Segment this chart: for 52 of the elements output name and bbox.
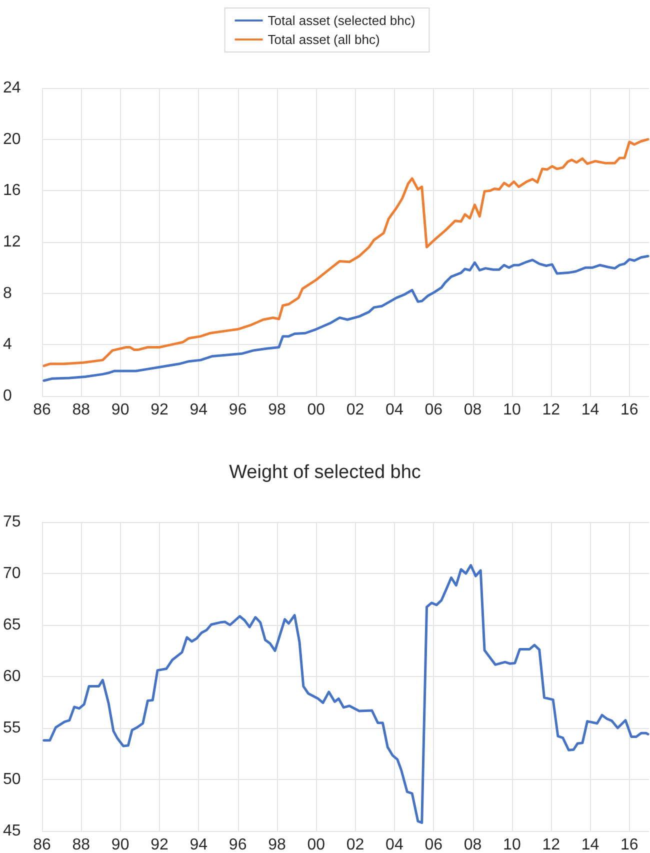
x-tick-label: 86 — [33, 402, 51, 418]
x-tick-label: 96 — [228, 402, 247, 418]
y-tick-label: 45 — [3, 822, 21, 840]
x-tick-label: 98 — [268, 836, 286, 853]
y-tick-label: 16 — [3, 182, 21, 200]
line-series — [42, 254, 650, 382]
legend-label: Total asset (all bhc) — [268, 32, 380, 47]
x-tick-label: 08 — [464, 402, 482, 418]
y-tick-label: 12 — [3, 234, 21, 250]
y-tick-label: 4 — [3, 336, 12, 354]
y-tick-label: 0 — [3, 388, 12, 404]
y-tick-label: 60 — [3, 668, 21, 685]
y-tick-label: 24 — [3, 80, 21, 96]
x-tick-label: 04 — [386, 836, 404, 853]
legend-label: Total asset (selected bhc) — [268, 13, 416, 28]
x-tick-label: 02 — [346, 836, 364, 853]
x-tick-label: 88 — [72, 836, 90, 853]
x-tick-label: 14 — [581, 402, 600, 418]
y-tick-label: 20 — [3, 130, 21, 148]
line-series — [42, 138, 650, 368]
x-tick-label: 12 — [542, 402, 560, 418]
x-tick-label: 02 — [346, 402, 364, 418]
y-tick-label: 8 — [3, 284, 12, 302]
y-tick-label: 70 — [3, 565, 21, 582]
x-tick-label: 92 — [150, 836, 168, 853]
x-tick-label: 10 — [503, 836, 521, 853]
x-tick-label: 94 — [190, 402, 208, 418]
x-tick-label: 08 — [464, 836, 482, 853]
y-tick-label: 50 — [3, 771, 21, 788]
x-tick-label: 00 — [307, 402, 326, 418]
x-tick-label: 98 — [268, 402, 286, 418]
x-tick-label: 12 — [542, 836, 560, 853]
x-tick-label: 94 — [190, 836, 208, 853]
x-tick-label: 88 — [72, 402, 90, 418]
line-series — [42, 564, 650, 824]
y-tick-label: 55 — [3, 720, 21, 736]
x-tick-label: 90 — [111, 836, 130, 853]
x-tick-label: 90 — [111, 402, 130, 418]
x-tick-label: 00 — [307, 836, 326, 853]
x-tick-label: 04 — [386, 402, 404, 418]
x-tick-label: 86 — [33, 836, 51, 853]
x-tick-label: 14 — [581, 836, 600, 853]
x-tick-label: 06 — [424, 402, 443, 418]
x-tick-label: 96 — [228, 836, 247, 853]
y-tick-label: 65 — [3, 616, 21, 634]
x-tick-label: 92 — [150, 402, 168, 418]
x-tick-label: 10 — [503, 402, 521, 418]
x-tick-label: 16 — [620, 836, 638, 853]
x-tick-label: 06 — [424, 836, 443, 853]
x-tick-label: 16 — [620, 402, 638, 418]
chart-title: Weight of selected bhc — [229, 462, 421, 483]
y-tick-label: 75 — [3, 514, 21, 530]
